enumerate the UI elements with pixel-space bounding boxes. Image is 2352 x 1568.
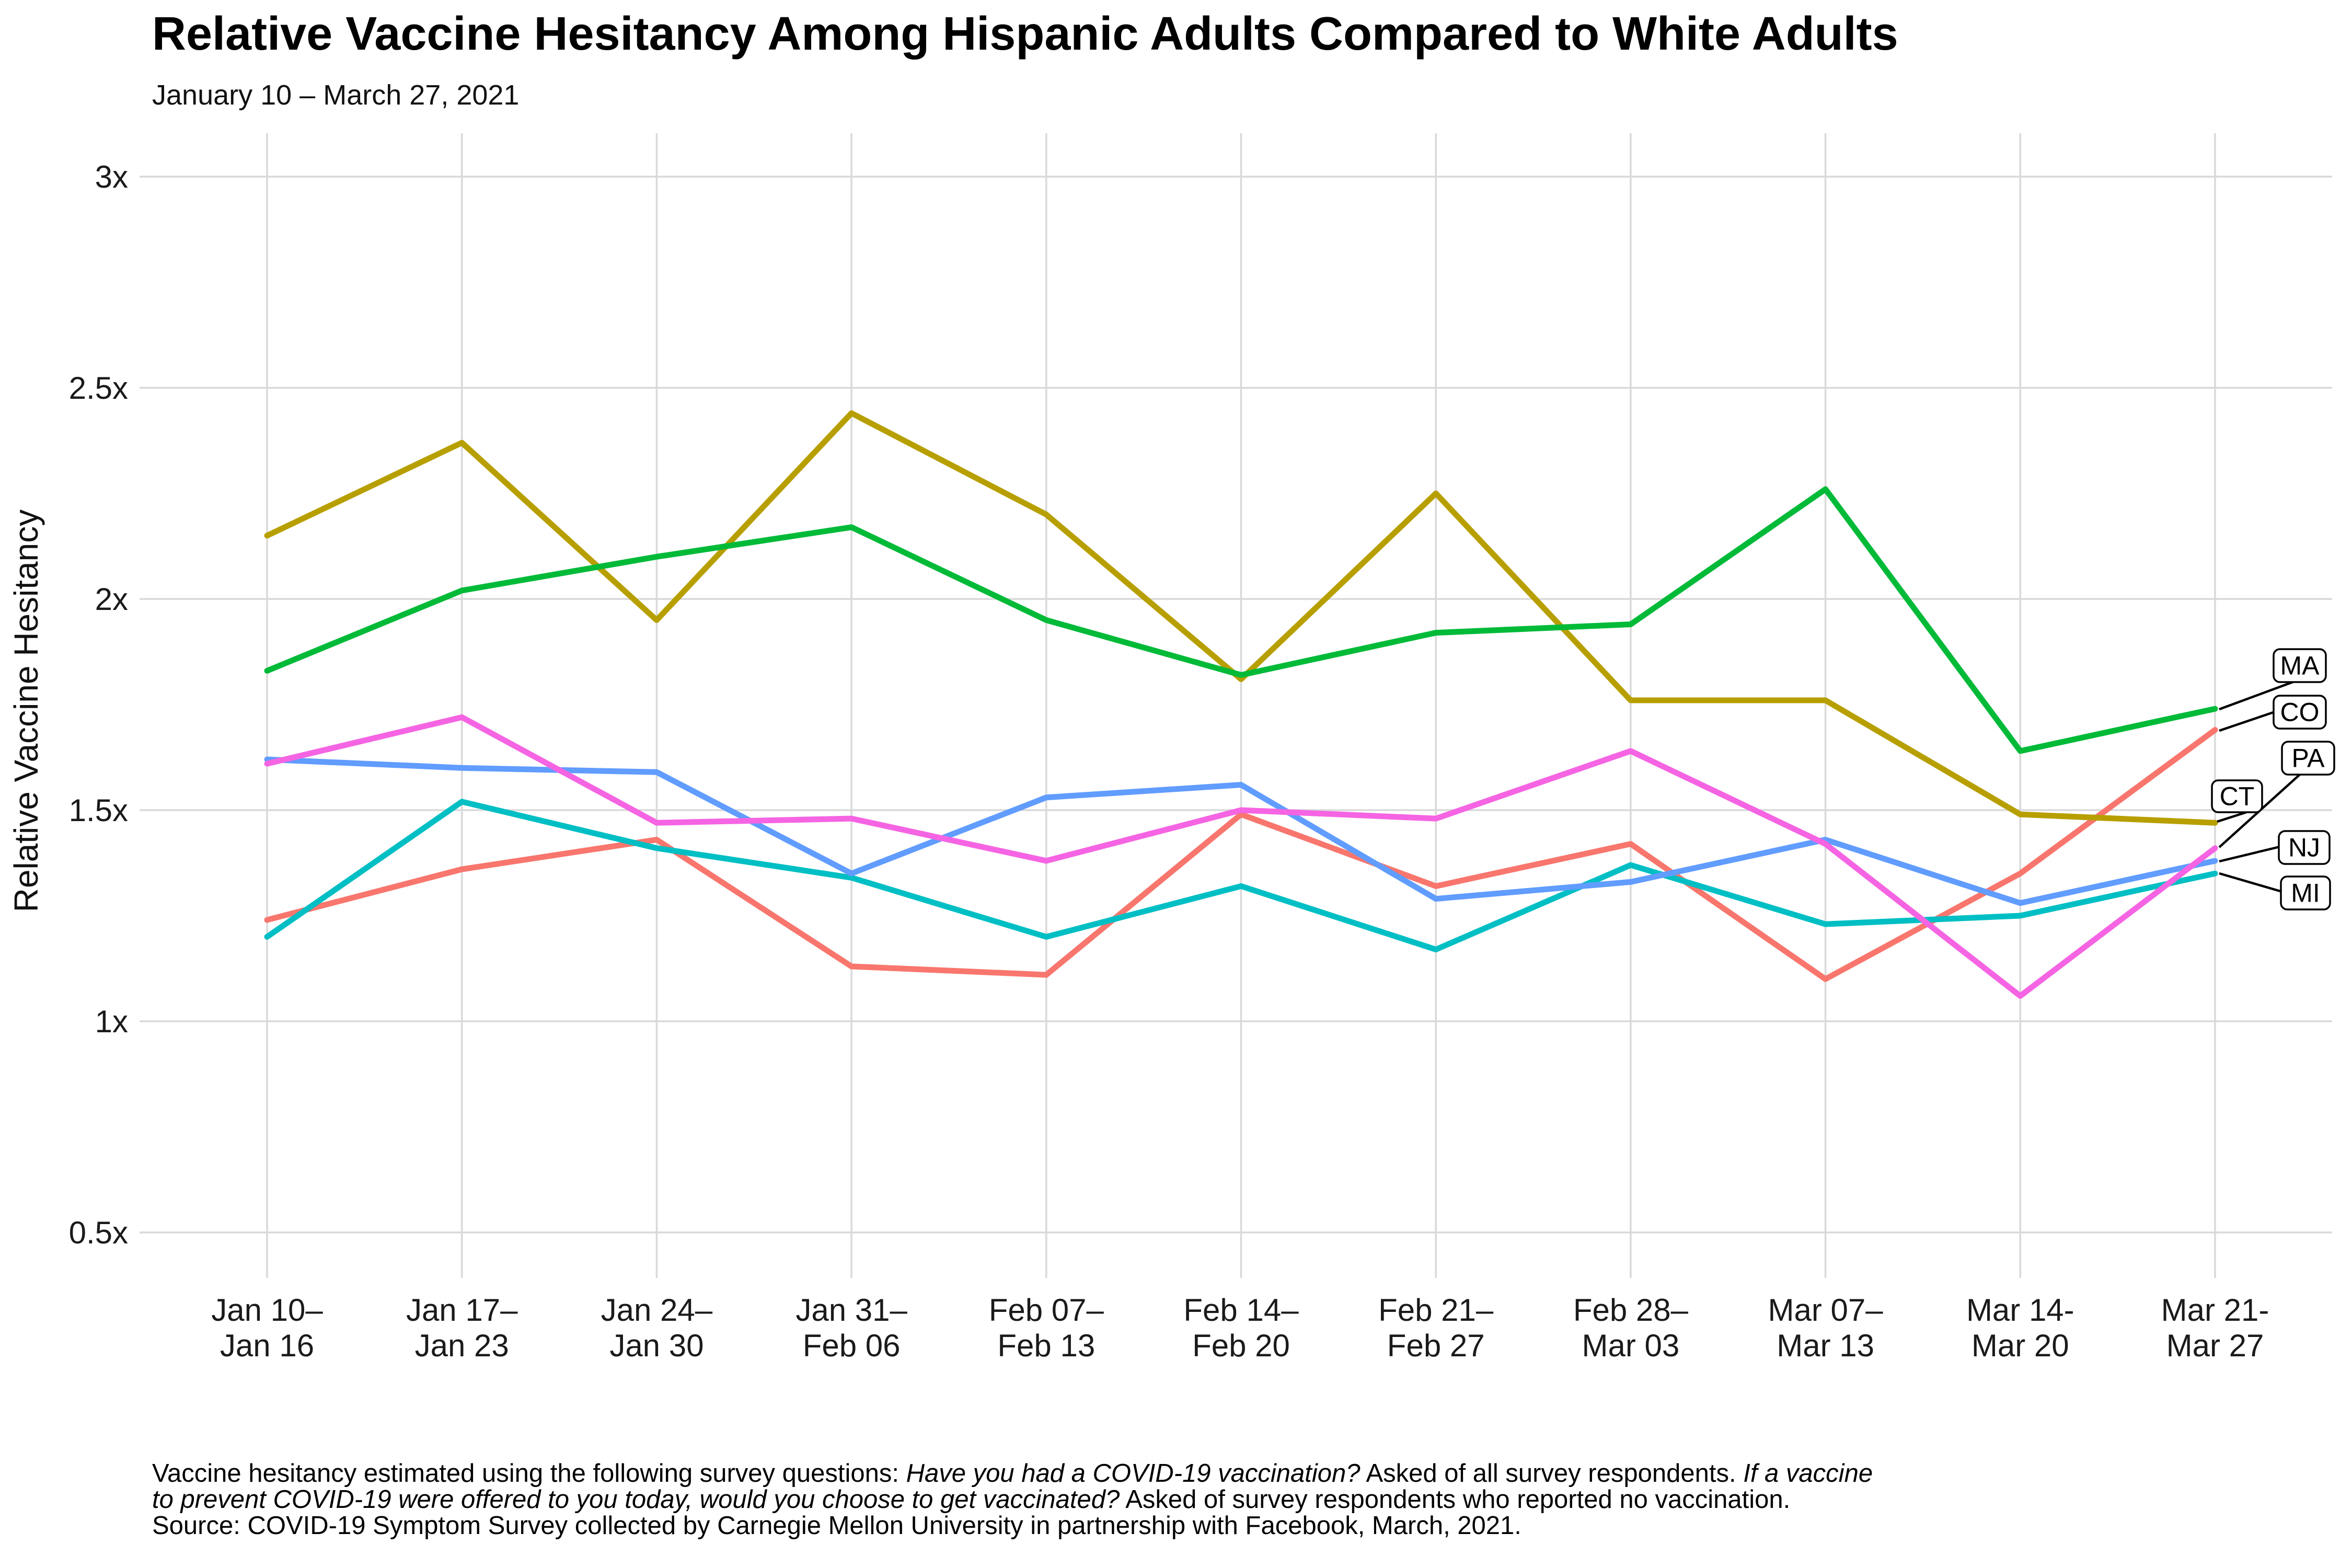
series-line-PA bbox=[264, 714, 2218, 999]
leader-line-MI bbox=[2219, 872, 2282, 893]
series-line-NJ bbox=[264, 756, 2218, 906]
state-label-box-CT bbox=[2211, 779, 2263, 813]
y-tick-label: 3x bbox=[95, 159, 128, 194]
series-line-CT bbox=[264, 410, 2218, 826]
state-label-CO: CO bbox=[2280, 698, 2320, 727]
x-tick-label: Jan 10– Jan 16 bbox=[211, 1293, 323, 1363]
series-line-MA bbox=[264, 486, 2218, 754]
state-label-box-NJ bbox=[2278, 830, 2331, 865]
x-tick-label: Mar 07– Mar 13 bbox=[1768, 1293, 1884, 1363]
x-tick-label: Feb 28– Mar 03 bbox=[1573, 1293, 1689, 1363]
y-tick-label: 2x bbox=[95, 582, 128, 617]
series-line-CO bbox=[264, 727, 2218, 982]
x-tick-label: Feb 07– Feb 13 bbox=[989, 1293, 1104, 1363]
state-label-box-PA bbox=[2281, 741, 2335, 776]
y-tick-label: 2.5x bbox=[69, 371, 128, 406]
x-tick-label: Jan 17– Jan 23 bbox=[406, 1293, 518, 1363]
state-label-MA: MA bbox=[2280, 651, 2320, 681]
y-axis-tick-labels: 0.5x 1x 1.5x 2x 2.5x 3x bbox=[69, 159, 128, 1250]
x-tick-label: Feb 21– Feb 27 bbox=[1378, 1293, 1494, 1363]
x-tick-label: Mar 14-Mar 20 bbox=[1966, 1293, 2074, 1363]
y-tick-label: 1.5x bbox=[69, 793, 128, 828]
caption: Vaccine hesitancy estimated using the fo… bbox=[152, 1459, 1873, 1540]
x-tick-label: Feb 14– Feb 20 bbox=[1183, 1293, 1299, 1363]
y-tick-label: 1x bbox=[95, 1004, 128, 1039]
series-end-labels: MA CO PA CT NJ MI bbox=[2211, 648, 2335, 910]
y-tick-label: 0.5x bbox=[69, 1215, 128, 1250]
state-label-NJ: NJ bbox=[2288, 833, 2320, 862]
x-tick-label: Jan 24– Jan 30 bbox=[601, 1293, 713, 1363]
chart-subtitle: January 10 – March 27, 2021 bbox=[152, 79, 519, 111]
x-axis-tick-labels: Jan 10– Jan 16 Jan 17– Jan 23 Jan 24– Jan 30 J… bbox=[211, 1293, 2269, 1363]
series-line-MI bbox=[264, 799, 2218, 953]
state-label-box-MI bbox=[2280, 875, 2331, 910]
x-tick-label: Mar 21-Mar 27 bbox=[2161, 1293, 2269, 1363]
caption-text: Vaccine hesitancy estimated using the fo… bbox=[152, 1459, 1873, 1540]
leader-line-NJ bbox=[2219, 845, 2280, 863]
state-label-box-CO bbox=[2273, 695, 2327, 730]
leader-line-CO bbox=[2219, 710, 2275, 732]
leader-line-MA bbox=[2219, 679, 2296, 711]
gridlines bbox=[140, 133, 2332, 1278]
leader-line-CT bbox=[2217, 811, 2247, 823]
state-label-CT: CT bbox=[2220, 782, 2255, 811]
state-label-MI: MI bbox=[2291, 879, 2320, 908]
state-label-box-MA bbox=[2273, 648, 2327, 683]
x-tick-label: Jan 31– Feb 06 bbox=[795, 1293, 907, 1363]
state-label-PA: PA bbox=[2292, 744, 2325, 773]
y-axis-title: Relative Vaccine Hesitancy bbox=[7, 510, 45, 913]
data-series-lines bbox=[264, 410, 2218, 999]
chart-title: Relative Vaccine Hesitancy Among Hispani… bbox=[152, 8, 1898, 60]
